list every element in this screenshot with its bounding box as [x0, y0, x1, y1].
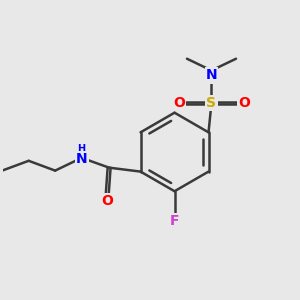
- Text: O: O: [101, 194, 113, 208]
- Text: H: H: [78, 144, 86, 154]
- Text: F: F: [170, 214, 179, 228]
- Text: O: O: [238, 96, 250, 110]
- Text: O: O: [173, 96, 185, 110]
- Text: S: S: [206, 96, 217, 110]
- Text: N: N: [76, 152, 88, 166]
- Text: N: N: [206, 68, 217, 83]
